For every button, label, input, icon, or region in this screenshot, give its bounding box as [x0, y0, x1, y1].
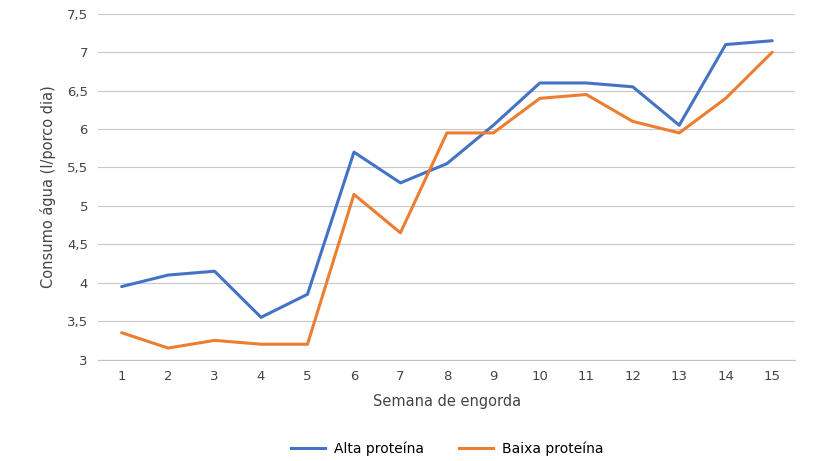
Alta proteína — [163, 272, 173, 278]
Baixa proteína — [256, 342, 265, 347]
Baixa proteína — [395, 230, 405, 236]
X-axis label: Semana de engorda: Semana de engorda — [373, 394, 520, 409]
Baixa proteína — [488, 130, 498, 136]
Alta proteína — [349, 149, 359, 155]
Baixa proteína — [163, 345, 173, 351]
Baixa proteína — [116, 330, 126, 336]
Alta proteína — [395, 180, 405, 186]
Baixa proteína — [302, 342, 312, 347]
Legend: Alta proteína, Baixa proteína: Alta proteína, Baixa proteína — [285, 436, 608, 461]
Line: Alta proteína: Alta proteína — [121, 41, 771, 317]
Baixa proteína — [441, 130, 451, 136]
Baixa proteína — [720, 95, 730, 101]
Alta proteína — [488, 123, 498, 128]
Baixa proteína — [767, 49, 776, 55]
Alta proteína — [116, 284, 126, 290]
Baixa proteína — [627, 118, 637, 124]
Alta proteína — [767, 38, 776, 43]
Baixa proteína — [210, 337, 219, 343]
Alta proteína — [302, 291, 312, 297]
Baixa proteína — [581, 92, 590, 97]
Alta proteína — [534, 80, 544, 86]
Alta proteína — [441, 161, 451, 166]
Alta proteína — [673, 123, 683, 128]
Alta proteína — [256, 314, 265, 320]
Baixa proteína — [349, 192, 359, 197]
Alta proteína — [627, 84, 637, 89]
Line: Baixa proteína: Baixa proteína — [121, 52, 771, 348]
Alta proteína — [720, 42, 730, 47]
Alta proteína — [210, 268, 219, 274]
Y-axis label: Consumo água (l/porco dia): Consumo água (l/porco dia) — [39, 85, 56, 288]
Alta proteína — [581, 80, 590, 86]
Baixa proteína — [534, 95, 544, 101]
Baixa proteína — [673, 130, 683, 136]
